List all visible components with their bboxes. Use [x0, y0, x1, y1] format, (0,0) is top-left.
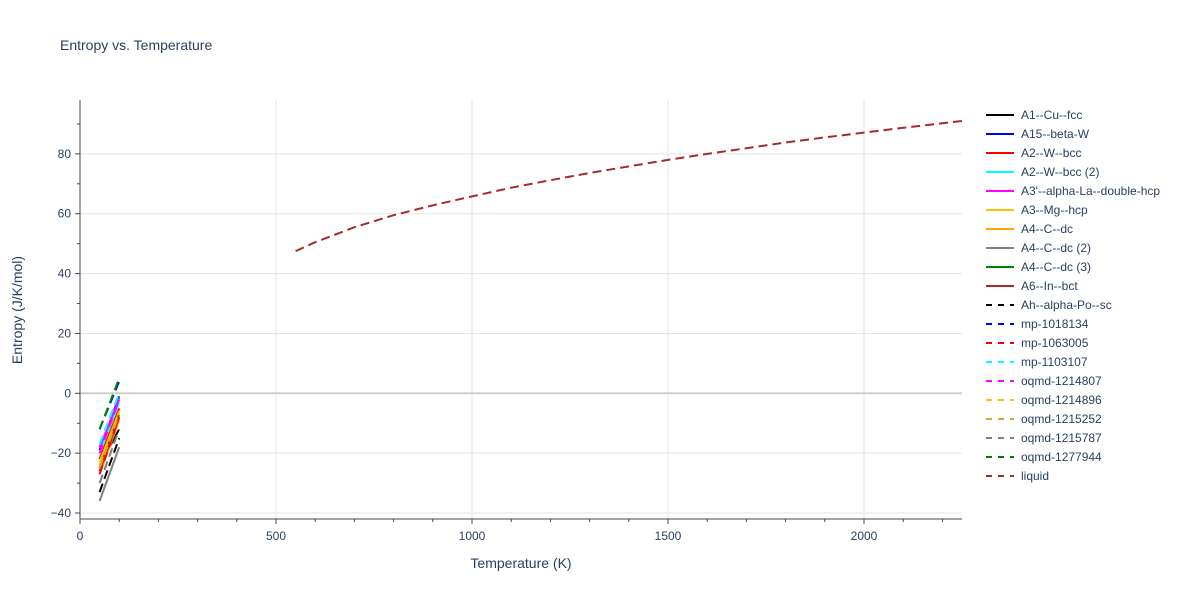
legend-item-label: mp-1018134	[1021, 317, 1089, 331]
series-line-Ah--alpha-Po--sc	[98, 437, 121, 493]
legend-item-label: mp-1103107	[1021, 355, 1088, 369]
legend-item-label: A4--C--dc (2)	[1021, 241, 1091, 255]
x-axis-title: Temperature (K)	[470, 555, 571, 571]
legend-item-label: oqmd-1214896	[1021, 393, 1102, 407]
y-tick-label: −40	[51, 506, 72, 520]
y-tick-label: 60	[58, 207, 72, 221]
series-line-oqmd-1214896	[98, 410, 121, 466]
legend-item-label: A2--W--bcc (2)	[1021, 165, 1099, 179]
series-line-oqmd-1214807	[98, 398, 121, 454]
legend-item-label: mp-1063005	[1021, 336, 1089, 350]
legend-item-label: oqmd-1277944	[1021, 450, 1102, 464]
y-tick-label: −20	[51, 446, 72, 460]
legend-item-label: A3--Mg--hcp	[1021, 203, 1088, 217]
legend-item-label: oqmd-1214807	[1021, 374, 1102, 388]
y-tick-label: 20	[58, 326, 72, 340]
legend-item-label: A3'--alpha-La--double-hcp	[1021, 184, 1160, 198]
legend: A1--Cu--fcc A15--beta-W A2--W--bcc A2--W--b…	[986, 108, 1160, 483]
series-line-oqmd-1215252	[98, 413, 121, 469]
legend-item-label: A2--W--bcc	[1021, 146, 1081, 160]
grid	[80, 100, 962, 519]
series-line-liquid	[295, 120, 963, 253]
legend-item-label: liquid	[1021, 469, 1049, 483]
chart-title: Entropy vs. Temperature	[60, 37, 212, 53]
plot-series	[98, 120, 963, 502]
series-line-A2--W--bcc	[98, 407, 121, 460]
series-line-mp-1103107	[98, 392, 121, 445]
y-axis-ticks: −40 −20 0 20 40 60 80	[51, 123, 80, 520]
x-axis-ticks: 0 500 1000 1500 2000	[77, 519, 943, 543]
series-line-mp-1063005	[98, 416, 121, 475]
legend-item-label: Ah--alpha-Po--sc	[1021, 298, 1112, 312]
series-line-A4--C--dc (2)	[98, 446, 121, 502]
x-tick-label: 500	[266, 529, 286, 543]
legend-item-label: oqmd-1215787	[1021, 431, 1102, 445]
x-tick-label: 0	[77, 529, 84, 543]
legend-item-label: A6--In--bct	[1021, 279, 1078, 293]
legend-item-label: A15--beta-W	[1021, 127, 1090, 141]
series-line-oqmd-1215787	[98, 428, 121, 484]
y-tick-label: 0	[64, 386, 71, 400]
legend-item-label: oqmd-1215252	[1021, 412, 1102, 426]
legend-item-label: A4--C--dc	[1021, 222, 1073, 236]
y-tick-label: 80	[58, 147, 72, 161]
y-axis-title: Entropy (J/K/mol)	[9, 256, 25, 364]
legend-item-label: A1--Cu--fcc	[1021, 108, 1082, 122]
x-tick-label: 1500	[655, 529, 682, 543]
y-tick-label: 40	[58, 267, 72, 281]
legend-item-label: A4--C--dc (3)	[1021, 260, 1091, 274]
x-tick-label: 1000	[459, 529, 486, 543]
x-tick-label: 2000	[851, 529, 878, 543]
series-line-oqmd-1277944	[98, 377, 121, 430]
axes	[79, 100, 962, 520]
